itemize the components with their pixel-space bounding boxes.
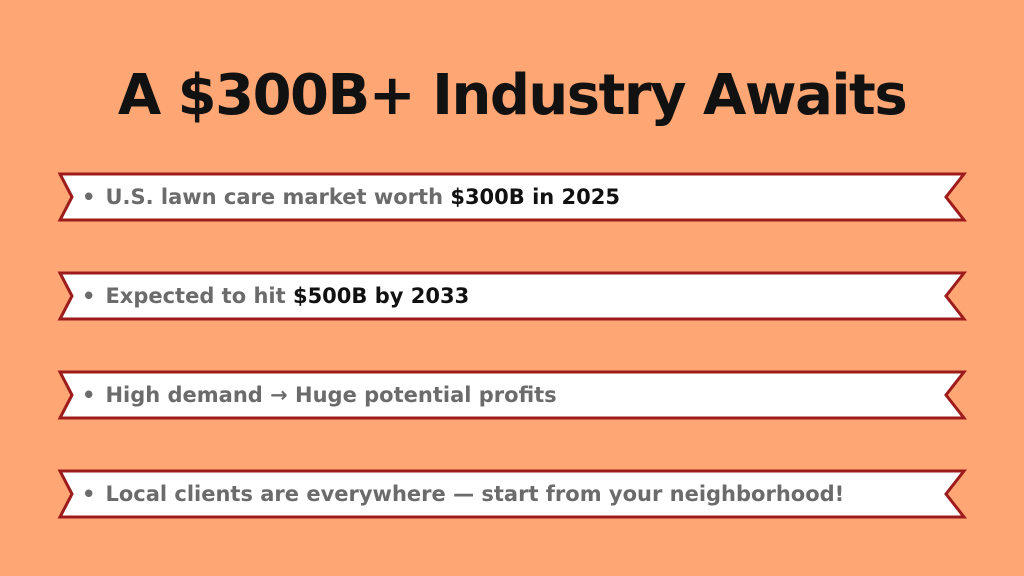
slide-title: A $300B+ Industry Awaits [117, 63, 908, 128]
bullet-icon: • [82, 185, 96, 209]
item-text: High demand → Huge potential profits [105, 383, 557, 407]
banner-item-2: • Expected to hit $500B by 2033 [57, 271, 968, 321]
banner-item-3: • High demand → Huge potential profits [57, 370, 968, 420]
banner-item-1: • U.S. lawn care market worth $300B in 20… [57, 172, 968, 222]
banner-shape [57, 469, 968, 519]
banner-item-4: • Local clients are everywhere — start fr… [57, 469, 968, 519]
bullet-icon: • [82, 284, 96, 308]
item-text: Local clients are everywhere — start fro… [105, 482, 845, 506]
item-text: Expected to hit [105, 284, 293, 308]
banner-shape [57, 271, 968, 321]
bullet-icon: • [82, 482, 96, 506]
item-emphasis: $300B in 2025 [450, 185, 620, 209]
item-emphasis: $500B by 2033 [292, 284, 470, 308]
bullet-icon: • [82, 383, 96, 407]
item-text: U.S. lawn care market worth [105, 185, 451, 209]
banner-shape [57, 370, 968, 420]
banner-shape [57, 172, 968, 222]
